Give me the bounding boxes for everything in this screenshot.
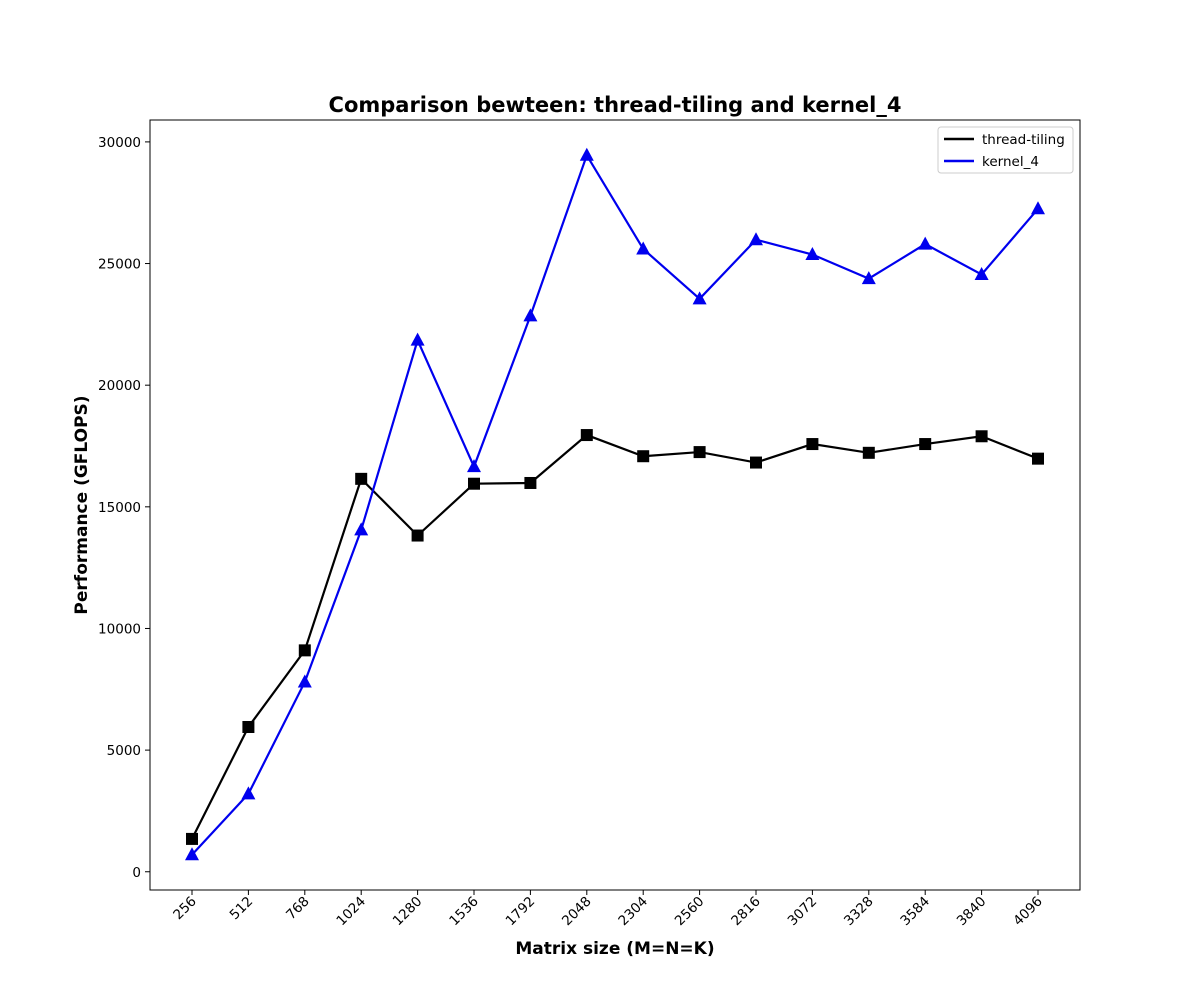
x-tick-label: 3072 xyxy=(785,894,821,930)
data-point xyxy=(805,247,820,261)
series-layer xyxy=(185,147,1045,861)
legend: thread-tiling kernel_4 xyxy=(937,126,1074,174)
chart-title: Comparison bewteen: thread-tiling and ke… xyxy=(329,93,902,117)
y-tick-label: 30000 xyxy=(98,135,141,151)
y-tick-label: 25000 xyxy=(98,257,141,273)
x-axis-label: Matrix size (M=N=K) xyxy=(515,939,714,959)
data-point xyxy=(636,241,651,255)
data-point xyxy=(185,847,199,861)
series-line xyxy=(191,152,1039,856)
x-tick-label: 1280 xyxy=(390,894,426,930)
data-point xyxy=(524,476,537,489)
x-tick-label: 3328 xyxy=(841,894,877,930)
data-point xyxy=(806,438,819,451)
y-tick-label: 20000 xyxy=(98,378,141,394)
y-axis-label: Performance (GFLOPS) xyxy=(72,395,92,614)
data-point xyxy=(637,450,650,463)
x-tick-label: 1024 xyxy=(333,894,369,930)
data-point xyxy=(297,674,312,688)
plot-area xyxy=(149,119,1081,891)
x-tick-label: 3840 xyxy=(954,894,990,930)
x-tick-label: 768 xyxy=(283,894,313,924)
data-point xyxy=(918,236,933,250)
data-point xyxy=(354,522,369,536)
data-point xyxy=(523,308,538,322)
y-tick-label: 15000 xyxy=(98,500,141,516)
legend-label: thread-tiling xyxy=(982,132,1065,148)
x-tick-label: 2816 xyxy=(728,894,764,930)
data-point xyxy=(975,430,988,443)
data-point xyxy=(974,266,989,280)
x-tick-label: 2560 xyxy=(672,894,708,930)
x-tick-label: 1536 xyxy=(446,894,482,930)
data-point xyxy=(579,147,594,161)
series-thread-tiling xyxy=(186,429,1044,845)
data-point xyxy=(298,644,311,657)
data-point xyxy=(692,291,707,305)
x-tick-label: 1792 xyxy=(503,894,539,930)
data-point xyxy=(1031,201,1045,215)
data-point xyxy=(861,271,876,285)
y-tick-label: 10000 xyxy=(98,621,141,637)
data-point xyxy=(186,832,198,845)
series-kernel_4 xyxy=(185,147,1045,861)
data-point xyxy=(862,446,875,459)
x-tick-label: 3584 xyxy=(897,894,933,930)
y-axis: 0 5000 10000 15000 20000 25000 30000 xyxy=(98,135,150,881)
data-point xyxy=(919,438,932,451)
data-point xyxy=(749,232,763,246)
y-tick-label: 5000 xyxy=(107,743,141,759)
x-tick-label: 512 xyxy=(227,894,257,924)
legend-label: kernel_4 xyxy=(982,154,1039,170)
x-tick-label: 2048 xyxy=(559,894,595,930)
x-tick-label: 2304 xyxy=(615,894,651,930)
data-point xyxy=(467,459,481,473)
x-tick-label: 4096 xyxy=(1010,894,1046,930)
x-tick-label: 256 xyxy=(170,894,200,924)
data-point xyxy=(468,477,480,490)
y-tick-label: 0 xyxy=(132,865,141,881)
data-point xyxy=(355,472,368,485)
data-point xyxy=(580,429,593,442)
data-point xyxy=(750,456,762,469)
x-axis: 256 512 768 1024 1280 1536 1792 2048 2304 2560 281… xyxy=(170,890,1046,929)
data-point xyxy=(242,720,255,733)
series-line xyxy=(191,433,1039,840)
data-point xyxy=(241,786,256,800)
data-point xyxy=(411,529,424,542)
data-point xyxy=(1032,452,1044,465)
data-point xyxy=(410,332,425,346)
data-point xyxy=(693,446,706,459)
